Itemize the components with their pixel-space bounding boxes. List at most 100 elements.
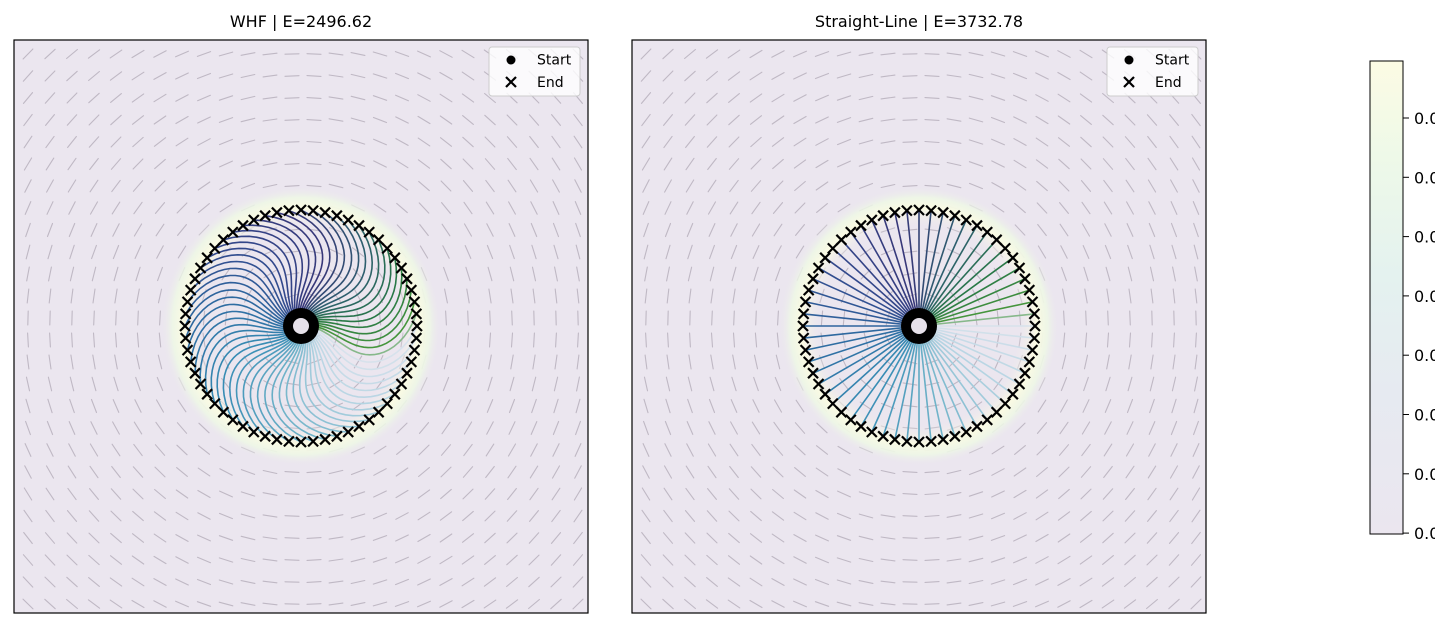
field-arrow (510, 288, 514, 304)
field-arrow (90, 398, 98, 414)
field-arrow (47, 244, 53, 260)
field-arrow (113, 266, 119, 282)
field-arrow (328, 140, 344, 144)
field-arrow (461, 555, 475, 565)
trajectory (894, 325, 920, 440)
trajectory (918, 219, 967, 327)
field-arrow (1102, 555, 1114, 565)
field-arrow (750, 466, 762, 478)
field-arrow (486, 223, 494, 237)
field-arrow (968, 535, 984, 541)
field-arrow (663, 114, 673, 126)
field-arrow (439, 71, 453, 81)
field-arrow (1150, 288, 1154, 304)
field-arrow (771, 72, 785, 80)
field-arrow (111, 201, 121, 215)
field-arrow (749, 49, 763, 59)
field-arrow (1129, 310, 1131, 326)
field-arrow (1058, 488, 1070, 500)
field-arrow (197, 181, 211, 191)
colorbar-tick-label: 0.0 (1414, 287, 1435, 306)
field-arrow (262, 492, 278, 496)
field-arrow (1057, 578, 1071, 586)
field-arrow (175, 94, 189, 102)
trajectory (256, 325, 302, 443)
field-arrow (153, 50, 167, 58)
field-arrow (442, 245, 450, 259)
field-arrow (858, 513, 874, 519)
trajectory (300, 325, 370, 423)
field-arrow (22, 70, 34, 82)
field-arrow (132, 158, 144, 170)
field-arrow (641, 135, 651, 149)
field-arrow (1014, 202, 1026, 214)
field-arrow (573, 531, 583, 545)
field-arrow (1102, 532, 1114, 544)
field-arrow (1126, 223, 1134, 237)
field-arrow (573, 135, 583, 149)
field-arrow (196, 556, 212, 564)
field-arrow (837, 445, 851, 455)
field-arrow (774, 245, 782, 259)
field-arrow (47, 376, 53, 392)
end-marker (827, 242, 839, 255)
field-arrow (705, 49, 719, 59)
field-arrow (795, 399, 805, 413)
field-arrow (132, 180, 144, 192)
field-arrow (1190, 598, 1202, 610)
field-arrow (752, 399, 760, 413)
field-arrow (1057, 511, 1071, 521)
field-arrow (1125, 465, 1135, 479)
field-arrow (794, 444, 806, 456)
field-arrow (462, 158, 474, 170)
end-marker (999, 242, 1011, 255)
field-arrow (1106, 354, 1110, 370)
field-arrow (176, 202, 188, 214)
field-arrow (373, 182, 387, 190)
field-arrow (775, 288, 781, 304)
field-arrow (440, 466, 452, 478)
field-arrow (417, 137, 431, 147)
field-arrow (554, 266, 558, 282)
field-arrow (529, 179, 539, 193)
field-arrow (552, 222, 560, 238)
field-arrow (706, 577, 718, 587)
field-arrow (507, 179, 517, 193)
field-arrow (22, 598, 34, 610)
end-marker (353, 420, 365, 433)
field-arrow (749, 577, 763, 587)
field-arrow (505, 599, 519, 609)
trajectory (871, 325, 920, 433)
field-arrow (262, 74, 278, 78)
field-arrow (219, 160, 233, 168)
end-marker (1019, 367, 1031, 379)
field-arrow (112, 244, 120, 260)
field-arrow (218, 557, 234, 563)
field-arrow (418, 180, 430, 192)
field-arrow (991, 203, 1005, 213)
trajectory (216, 325, 302, 413)
field-arrow (488, 332, 492, 348)
field-arrow (45, 157, 55, 171)
field-arrow (902, 97, 918, 99)
field-arrow (417, 50, 431, 58)
end-marker (925, 204, 937, 217)
field-arrow (641, 487, 651, 501)
field-arrow (1102, 488, 1114, 500)
end-marker (835, 234, 848, 246)
field-arrow (816, 203, 828, 213)
field-arrow (1172, 288, 1176, 304)
field-arrow (902, 141, 918, 143)
field-arrow (484, 136, 496, 148)
field-arrow (45, 487, 55, 501)
field-arrow (23, 157, 33, 171)
field-arrow (771, 115, 785, 125)
end-marker (259, 209, 271, 222)
field-arrow (219, 445, 233, 455)
trajectory (300, 267, 403, 329)
field-arrow (176, 444, 188, 456)
field-arrow (372, 601, 388, 607)
legend-end-label: End (1155, 75, 1182, 91)
field-arrow (395, 512, 409, 520)
field-arrow (551, 465, 561, 479)
